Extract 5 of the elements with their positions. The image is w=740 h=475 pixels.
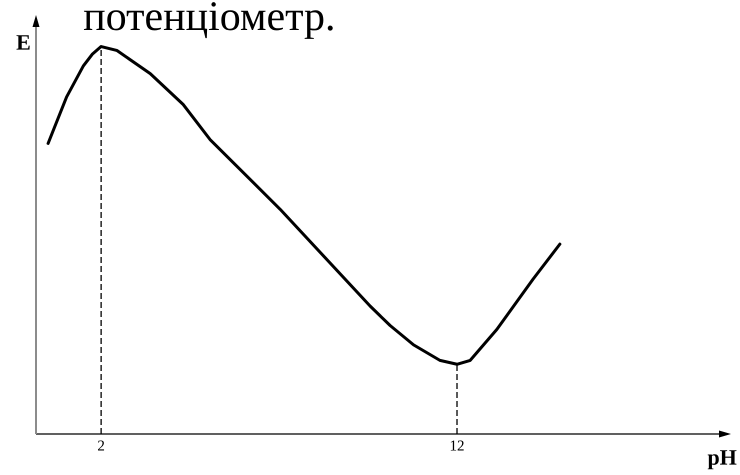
y-axis-title: E bbox=[16, 35, 30, 50]
x-tick-label: 12 bbox=[450, 440, 464, 450]
text: потенціометр. bbox=[84, 2, 333, 39]
x-tick-label: 2 bbox=[98, 440, 104, 450]
x-axis-title: pH bbox=[708, 450, 736, 470]
